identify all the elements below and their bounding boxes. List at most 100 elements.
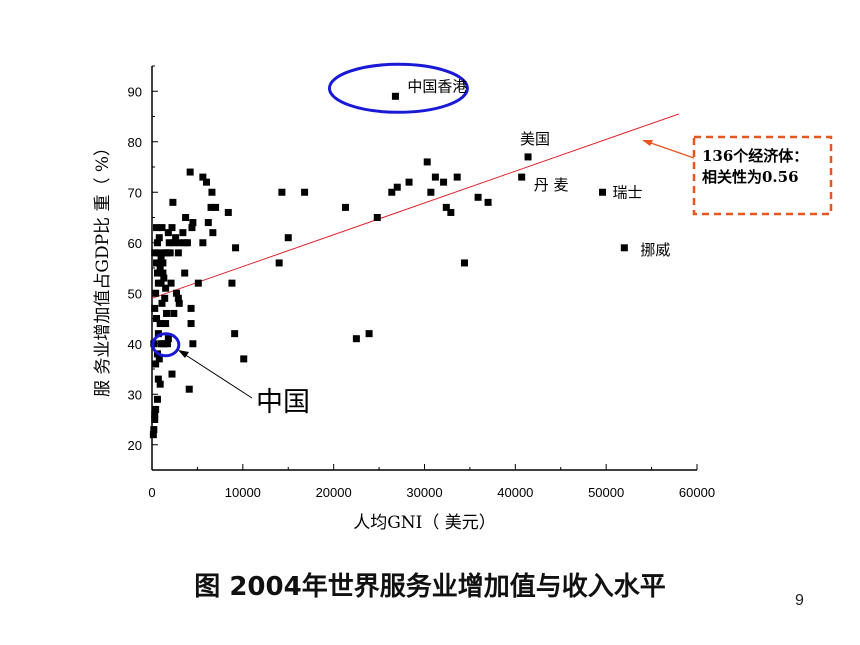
y-tick-label: 50 — [128, 286, 142, 301]
data-point — [231, 330, 239, 338]
y-tick-label: 40 — [128, 337, 142, 352]
china-arrow-head — [178, 350, 189, 358]
callout-arrow-line — [647, 141, 695, 159]
data-point — [203, 178, 210, 186]
data-point — [447, 208, 455, 216]
data-point — [172, 234, 180, 242]
data-point — [189, 340, 197, 348]
points-layer — [149, 92, 628, 439]
data-point — [175, 239, 183, 247]
data-point — [453, 173, 461, 181]
data-point — [181, 269, 189, 277]
data-point — [165, 239, 173, 247]
callout-box: 136个经济体： 相关性为0.56 — [642, 135, 833, 216]
data-point — [388, 188, 396, 196]
axes: 0 10000 20000 30000 40000 50000 60000 20 30 40 50 6… — [128, 65, 715, 500]
data-point — [156, 320, 164, 328]
data-point — [174, 294, 182, 302]
data-point — [442, 203, 450, 211]
data-point — [164, 229, 172, 237]
data-point — [405, 178, 413, 186]
y-tick-label: 20 — [128, 438, 142, 453]
callout-arrow-head — [642, 140, 653, 146]
y-tick-label: 90 — [128, 84, 142, 99]
label-china: 中国 — [256, 387, 310, 418]
data-point — [484, 198, 492, 206]
data-point — [599, 188, 607, 196]
data-point — [151, 416, 159, 423]
trend-layer — [151, 113, 679, 299]
data-point — [168, 224, 176, 232]
data-point — [157, 340, 165, 348]
data-point — [188, 224, 196, 232]
label-usa: 美国 — [520, 130, 550, 148]
data-point — [160, 274, 168, 282]
data-point — [518, 173, 526, 181]
data-point — [460, 259, 468, 267]
data-point — [232, 244, 240, 252]
data-point — [182, 214, 190, 221]
callout-line-1: 136个经济体： — [702, 147, 808, 165]
data-point — [620, 244, 628, 252]
data-point — [207, 203, 215, 211]
y-tick-label: 60 — [128, 236, 142, 251]
data-point — [423, 158, 431, 166]
data-point — [352, 335, 360, 343]
data-point — [175, 299, 183, 307]
data-point — [153, 395, 161, 403]
data-point — [157, 279, 165, 287]
data-point — [157, 254, 165, 262]
y-tick-label: 80 — [128, 135, 142, 150]
data-point — [187, 320, 195, 328]
data-point — [159, 269, 167, 277]
data-point — [365, 330, 373, 338]
hk-highlight-ellipse — [327, 62, 469, 114]
data-point — [393, 183, 401, 191]
data-point — [167, 279, 175, 287]
data-point — [179, 229, 187, 237]
trend-line — [151, 113, 679, 299]
data-point — [163, 340, 171, 348]
data-point — [154, 330, 162, 338]
data-point — [152, 289, 160, 297]
data-point — [156, 264, 164, 272]
data-point — [199, 239, 207, 247]
data-point — [170, 239, 178, 247]
data-point — [153, 315, 161, 322]
data-point — [153, 269, 161, 277]
data-point — [209, 229, 217, 237]
data-point — [212, 203, 220, 211]
data-point — [149, 431, 157, 439]
label-switzerland: 瑞士 — [613, 183, 643, 201]
data-point — [391, 92, 399, 100]
data-point — [187, 304, 195, 312]
data-point — [208, 188, 216, 196]
data-point — [199, 173, 207, 181]
data-point — [204, 219, 212, 227]
callout-frame — [692, 135, 833, 216]
y-tick-label: 70 — [128, 185, 142, 200]
data-point — [154, 375, 162, 383]
data-point — [151, 249, 159, 257]
data-point — [185, 385, 193, 393]
data-point — [168, 370, 176, 378]
label-hong-kong: 中国香港 — [407, 77, 467, 95]
data-point — [189, 219, 197, 227]
data-point — [152, 405, 160, 413]
data-point — [474, 193, 482, 201]
data-point — [158, 224, 166, 232]
label-denmark: 丹 麦 — [534, 176, 569, 194]
x-axis-label: 人均GNI（ 美元） — [353, 513, 496, 533]
x-tick-label: 30000 — [406, 485, 442, 500]
data-point — [174, 249, 182, 257]
data-point — [301, 188, 309, 196]
label-norway: 挪威 — [640, 241, 670, 259]
y-tick-label: 30 — [128, 387, 142, 402]
data-point — [162, 284, 170, 292]
data-point — [278, 188, 286, 196]
x-tick-label: 60000 — [679, 485, 715, 500]
data-point — [155, 355, 163, 363]
